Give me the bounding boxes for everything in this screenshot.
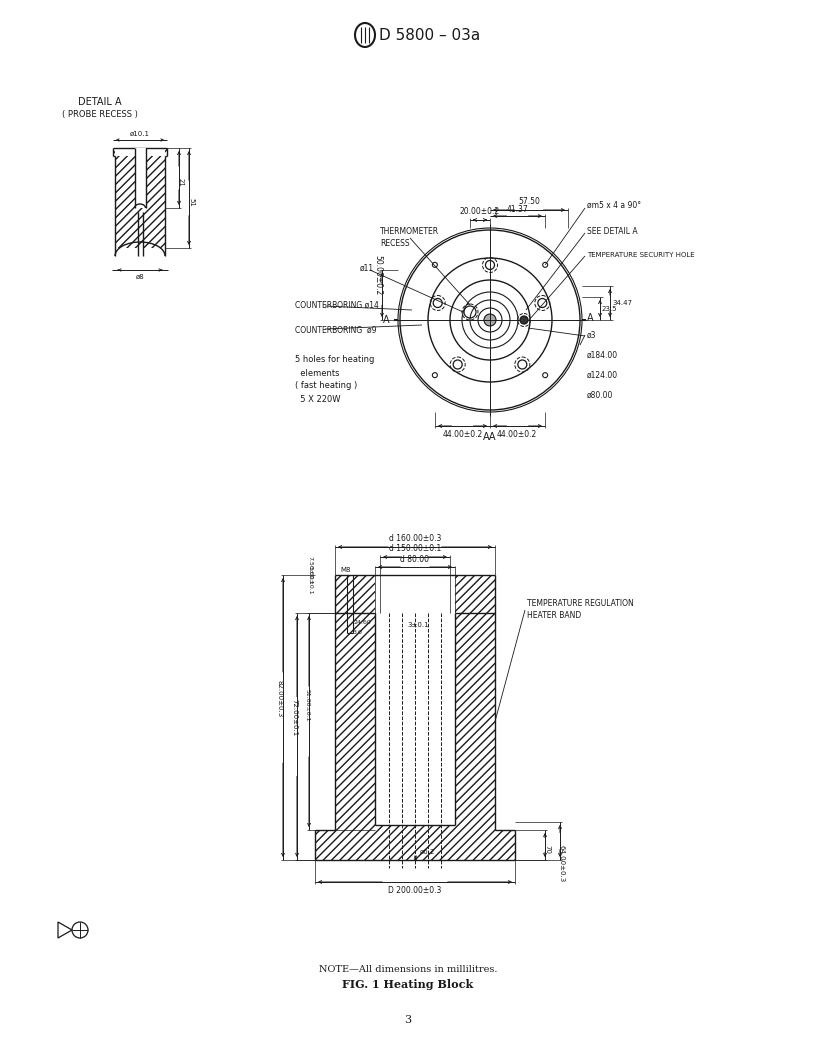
Bar <box>335 576 375 612</box>
Text: DETAIL A: DETAIL A <box>78 97 122 107</box>
Text: RECESS: RECESS <box>380 240 410 248</box>
Circle shape <box>484 314 496 326</box>
Text: 57.50: 57.50 <box>518 197 540 206</box>
Text: 23.5: 23.5 <box>602 306 618 312</box>
Circle shape <box>520 316 528 324</box>
Text: ø11: ø11 <box>360 264 374 272</box>
Text: COUNTERBORING  ø9: COUNTERBORING ø9 <box>295 325 376 335</box>
Text: A: A <box>383 315 389 325</box>
Text: 3.0: 3.0 <box>353 630 363 636</box>
Text: 72.00±0.1: 72.00±0.1 <box>291 699 297 736</box>
Text: D 200.00±0.3: D 200.00±0.3 <box>388 886 441 895</box>
Bar <box>335 830 495 860</box>
Bar <box>113 148 115 156</box>
Bar <box>455 612 495 830</box>
Text: M8: M8 <box>340 567 351 573</box>
Text: elements: elements <box>295 369 339 377</box>
Text: 7.50±0.1: 7.50±0.1 <box>308 557 313 585</box>
Text: FIG. 1 Heating Block: FIG. 1 Heating Block <box>343 980 473 991</box>
Bar <box>135 148 145 208</box>
Bar <box>165 148 167 156</box>
Text: 3: 3 <box>405 1015 411 1025</box>
Text: 70: 70 <box>544 845 550 854</box>
Text: 3±0.1: 3±0.1 <box>407 622 428 628</box>
Text: ø124.00: ø124.00 <box>587 371 619 379</box>
Text: TEMPERATURE SECURITY HOLE: TEMPERATURE SECURITY HOLE <box>587 252 694 258</box>
Text: 64.00±0.3: 64.00±0.3 <box>559 845 565 882</box>
Text: COUNTERBORING ø14: COUNTERBORING ø14 <box>295 301 379 309</box>
Text: 21: 21 <box>178 178 184 187</box>
Text: 5 X 220W: 5 X 220W <box>295 395 340 403</box>
Text: ø184.00: ø184.00 <box>587 351 619 359</box>
Text: d 80.00: d 80.00 <box>401 555 429 564</box>
Text: HEATER BAND: HEATER BAND <box>527 610 581 620</box>
Text: 34.47: 34.47 <box>612 300 632 306</box>
Text: 51.00±0.1: 51.00±0.1 <box>304 689 309 721</box>
Text: 41.37: 41.37 <box>507 205 529 214</box>
Text: 50.00±0.2: 50.00±0.2 <box>374 254 383 295</box>
Bar <box>495 830 515 860</box>
Text: ø6.2: ø6.2 <box>420 849 436 855</box>
Text: TEMPERATURE REGULATION: TEMPERATURE REGULATION <box>527 599 634 607</box>
Text: d 160.00±0.3: d 160.00±0.3 <box>388 534 441 543</box>
Text: 82.00±0.3: 82.00±0.3 <box>277 680 283 717</box>
Text: 5.00±0.1: 5.00±0.1 <box>308 566 313 595</box>
Text: 24.60: 24.60 <box>353 621 370 625</box>
Text: øm5 x 4 a 90°: øm5 x 4 a 90° <box>587 201 641 209</box>
Text: SEE DETAIL A: SEE DETAIL A <box>587 227 637 237</box>
Text: ø8: ø8 <box>135 274 144 280</box>
Text: ( PROBE RECESS ): ( PROBE RECESS ) <box>62 110 138 118</box>
Bar <box>375 825 455 830</box>
Text: 5 holes for heating: 5 holes for heating <box>295 356 375 364</box>
Text: NOTE—All dimensions in millilitres.: NOTE—All dimensions in millilitres. <box>319 965 497 975</box>
Bar <box>455 576 495 612</box>
Text: AA: AA <box>483 432 497 442</box>
Text: 44.00±0.2: 44.00±0.2 <box>443 430 483 439</box>
Bar <box>335 612 375 830</box>
Text: A: A <box>587 313 593 323</box>
Text: ( fast heating ): ( fast heating ) <box>295 381 357 391</box>
Text: ø10.1: ø10.1 <box>130 131 150 137</box>
Bar <box>315 830 335 860</box>
Text: 20.00±0.2: 20.00±0.2 <box>460 207 500 216</box>
Text: ø80.00: ø80.00 <box>587 391 614 399</box>
Text: d 150.00±0.1: d 150.00±0.1 <box>389 544 441 553</box>
Text: 44.00±0.2: 44.00±0.2 <box>497 430 537 439</box>
Text: ø3: ø3 <box>587 331 596 339</box>
Text: THERMOMETER: THERMOMETER <box>380 227 439 237</box>
Text: 51: 51 <box>188 199 194 207</box>
Text: D 5800 – 03a: D 5800 – 03a <box>379 27 481 42</box>
